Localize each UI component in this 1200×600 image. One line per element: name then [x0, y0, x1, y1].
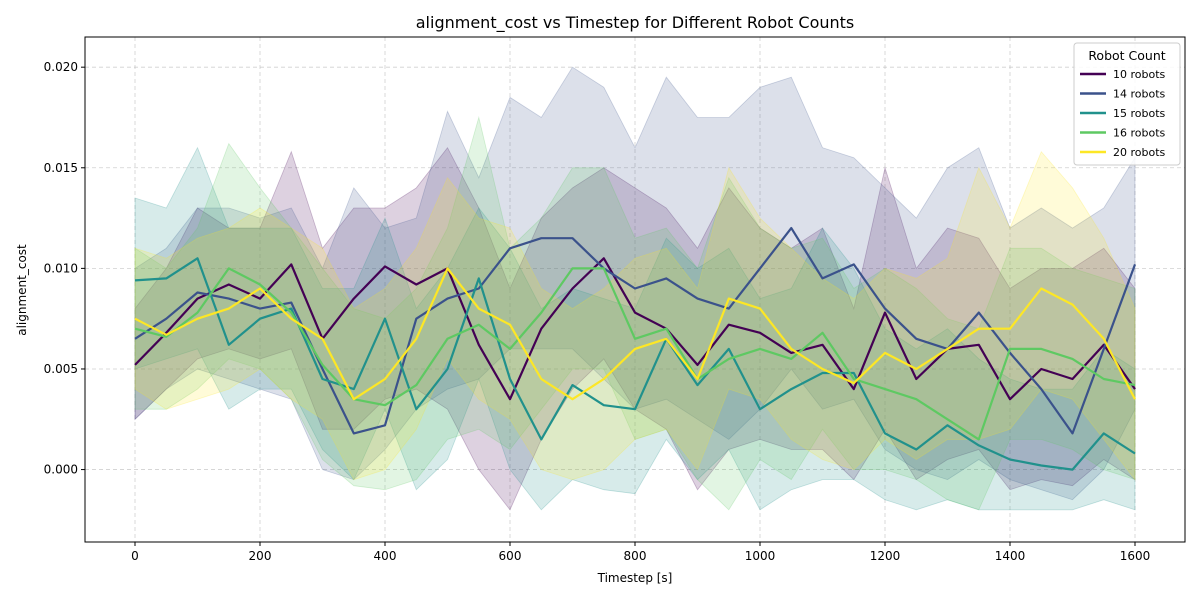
y-tick-label: 0.015: [44, 161, 78, 175]
x-tick-label: 1400: [995, 549, 1026, 563]
band-14-robots: [134, 66, 1136, 501]
legend: Robot Count 10 robots 14 robots 15 robots 1…: [1073, 42, 1181, 166]
legend-label-20-robots: 20 robots: [1113, 146, 1166, 159]
series-lines: [134, 227, 1137, 471]
legend-label-16-robots: 16 robots: [1113, 127, 1166, 140]
line-16-robots: [134, 267, 1136, 441]
legend-label-14-robots: 14 robots: [1113, 88, 1166, 101]
legend-label-15-robots: 15 robots: [1113, 107, 1166, 120]
x-tick-label: 1600: [1120, 549, 1151, 563]
x-tick-label: 800: [624, 549, 647, 563]
band-15-robots: [134, 146, 1136, 511]
x-tick-label: 0: [131, 549, 139, 563]
x-tick-label: 1000: [745, 549, 776, 563]
y-axis-label: alignment_cost: [15, 244, 29, 336]
line-20-robots: [134, 267, 1136, 401]
x-tick-label: 400: [374, 549, 397, 563]
x-axis-label: Timestep [s]: [597, 571, 673, 585]
legend-label-10-robots: 10 robots: [1113, 68, 1166, 81]
y-tick-label: 0.000: [44, 463, 78, 477]
x-tick-label: 600: [499, 549, 522, 563]
band-20-robots: [134, 150, 1136, 481]
y-tick-label: 0.010: [44, 261, 78, 275]
y-tick-label: 0.005: [44, 362, 78, 376]
line-10-robots: [134, 257, 1136, 401]
y-tick-label: 0.020: [44, 60, 78, 74]
x-tick-label: 1200: [870, 549, 901, 563]
x-tick-label: 200: [249, 549, 272, 563]
band-10-robots: [134, 146, 1136, 511]
x-axis-ticks: 0 200 400 600 800 1000 1200 1400 1600: [131, 542, 1150, 563]
chart-title: alignment_cost vs Timestep for Different…: [416, 13, 855, 33]
y-axis-ticks: 0.000 0.005 0.010 0.015 0.020: [44, 60, 85, 477]
legend-title: Robot Count: [1088, 48, 1165, 63]
